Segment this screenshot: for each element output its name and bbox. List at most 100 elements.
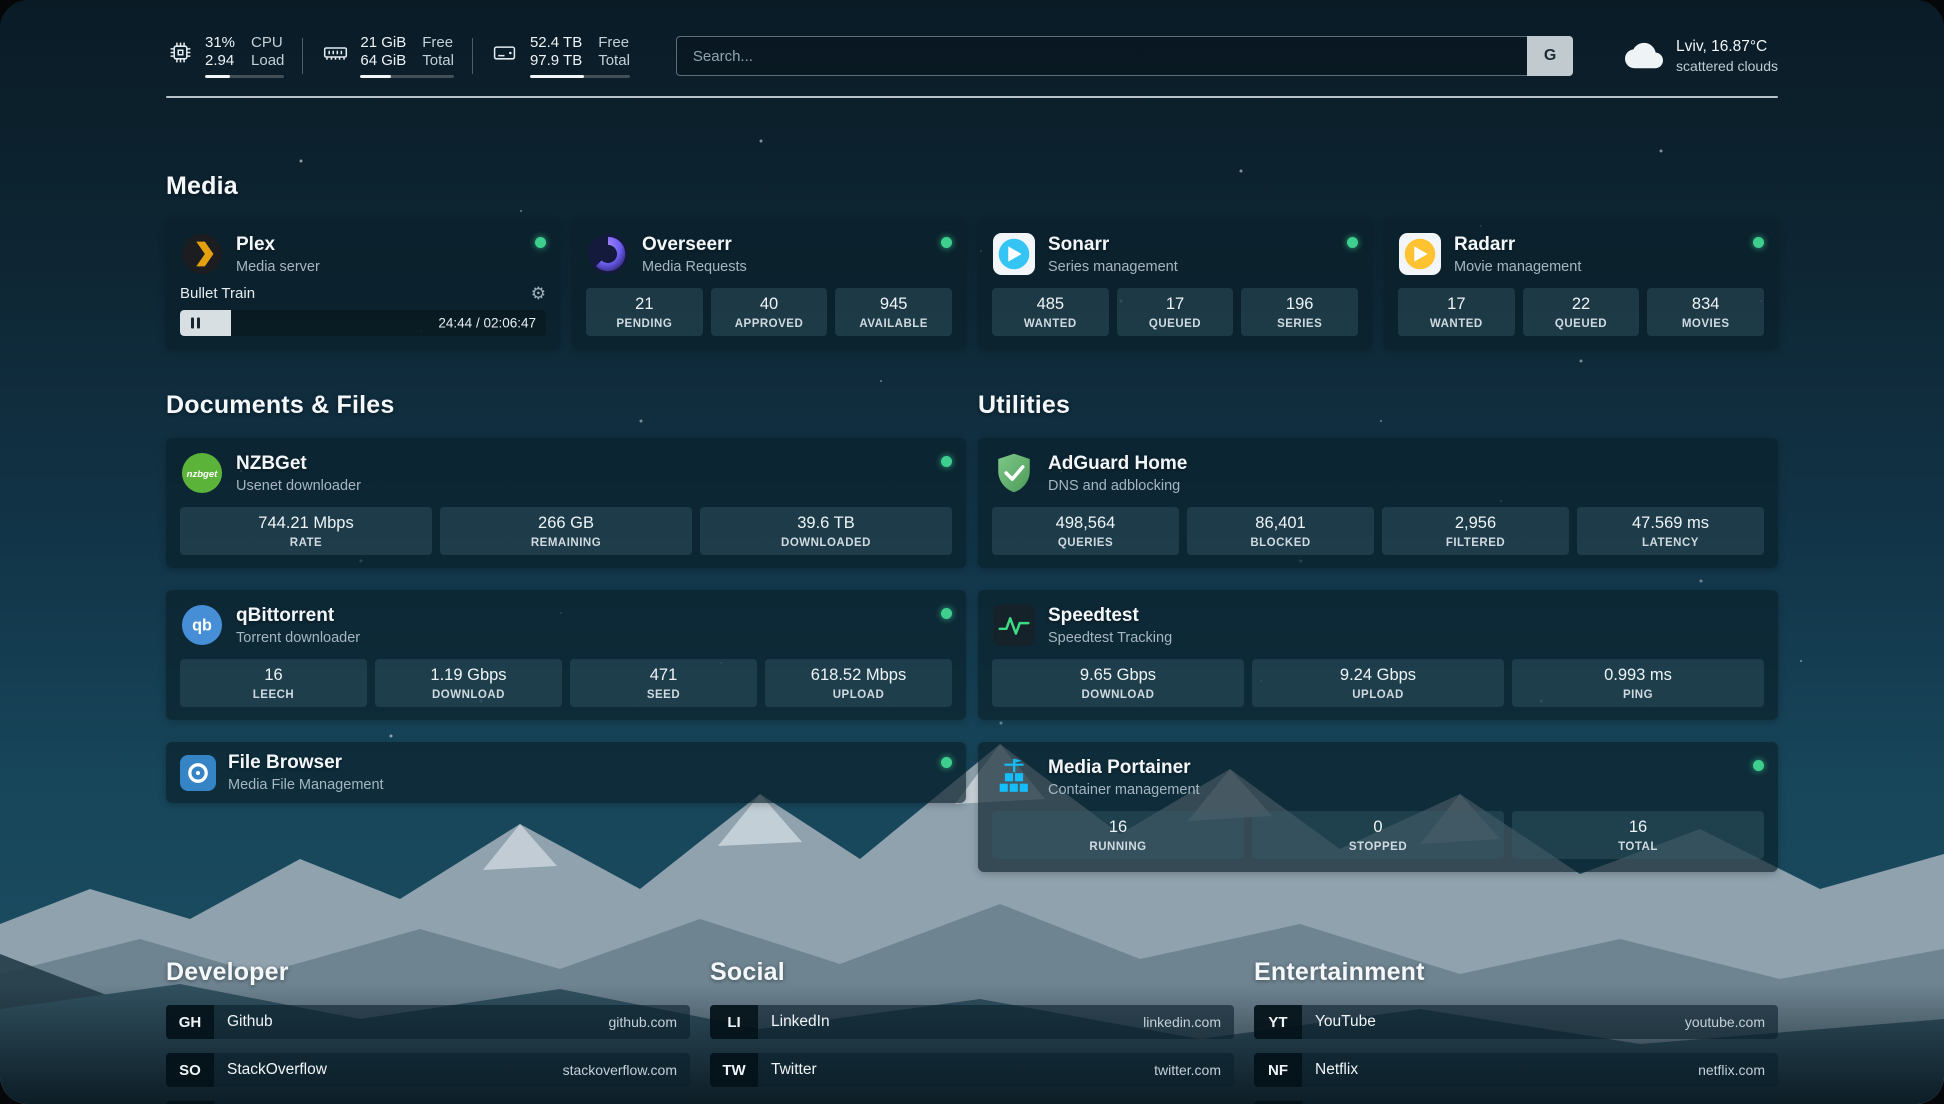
nzbget-icon-text: nzbget	[187, 469, 219, 480]
stat-download: 1.19 Gbps DOWNLOAD	[375, 659, 562, 707]
pause-icon[interactable]	[191, 317, 200, 329]
service-card-portainer[interactable]: Media Portainer Container management 16 …	[978, 742, 1778, 872]
status-dot	[1753, 760, 1764, 771]
stat-wanted: 485 WANTED	[992, 288, 1109, 336]
status-dot	[1347, 237, 1358, 248]
bookmark-reddit[interactable]: RE Reddit reddit.com	[1254, 1101, 1778, 1104]
bookmark-domain: github.com	[608, 1014, 677, 1030]
bookmark-name: Netflix	[1315, 1061, 1359, 1078]
service-card-adguard[interactable]: AdGuard Home DNS and adblocking 498,564 …	[978, 438, 1778, 568]
starfield-background	[0, 0, 2, 2]
service-card-plex[interactable]: Plex Media server Bullet Train ⚙ 24:44 /…	[166, 219, 560, 349]
stat-queued: 22 QUEUED	[1522, 288, 1640, 336]
search-engine-button[interactable]: G	[1527, 36, 1574, 76]
disk-progress-fill	[529, 75, 584, 78]
stat-stopped: 0 STOPPED	[1252, 811, 1504, 859]
cpu-label: CPU	[251, 34, 283, 51]
stat-ping: 0.993 ms PING	[1512, 659, 1764, 707]
qbittorrent-icon-text: qb	[192, 617, 212, 635]
service-name: qBittorrent	[236, 604, 335, 626]
service-name: Media Portainer	[1048, 756, 1191, 778]
disk-total-value: 97.9 TB	[529, 52, 583, 69]
service-card-filebrowser[interactable]: File Browser Media File Management	[166, 742, 966, 803]
bookmark-abbr: SO	[166, 1053, 214, 1087]
service-card-radarr[interactable]: Radarr Movie management 17 WANTED 22 QUE…	[1384, 219, 1778, 349]
bookmark-abbr: RE	[1254, 1101, 1302, 1104]
weather-location: Lviv, 16.87°C	[1676, 38, 1768, 55]
section-title-utilities: Utilities	[978, 391, 1071, 419]
bookmark-youtube[interactable]: YT YouTube youtube.com	[1254, 1005, 1778, 1039]
bookmark-name: Github	[227, 1013, 273, 1030]
disk-free-label: Free	[598, 34, 630, 51]
stat-wanted: 17 WANTED	[1398, 288, 1515, 336]
bookmark-linkedin[interactable]: LI LinkedIn linkedin.com	[710, 1005, 1234, 1039]
stat-queued: 17 QUEUED	[1116, 288, 1234, 336]
divider	[471, 38, 473, 74]
adguard-shield-icon	[992, 451, 1036, 495]
disk-widget: 52.4 TB Free 97.9 TB Total	[491, 34, 630, 78]
settings-gear-icon[interactable]: ⚙	[530, 284, 546, 303]
bookmark-abbr: TW	[710, 1053, 758, 1087]
bookmark-dev[interactable]: DT DEV dev.to	[166, 1101, 690, 1104]
disk-total-label: Total	[598, 52, 630, 69]
qbittorrent-icon: qb	[180, 603, 224, 647]
search-input[interactable]	[675, 36, 1528, 76]
service-card-nzbget[interactable]: nzbget NZBGet Usenet downloader 744.21 M…	[166, 438, 966, 568]
stat-blocked: 86,401 BLOCKED	[1187, 507, 1374, 555]
bookmark-domain: stackoverflow.com	[562, 1062, 677, 1078]
status-dot	[1753, 237, 1764, 248]
service-name: Overseerr	[642, 233, 732, 255]
stat-queries: 498,564 QUERIES	[992, 507, 1179, 555]
status-dot	[535, 237, 546, 248]
memory-free-label: Free	[422, 34, 454, 51]
stat-downloaded: 39.6 TB DOWNLOADED	[700, 507, 952, 555]
service-card-qbittorrent[interactable]: qb qBittorrent Torrent downloader 16 LEE…	[166, 590, 966, 720]
memory-total-value: 64 GiB	[360, 52, 407, 69]
bookmark-twitter[interactable]: TW Twitter twitter.com	[710, 1053, 1234, 1087]
bookmark-domain: twitter.com	[1154, 1062, 1221, 1078]
service-card-speedtest[interactable]: Speedtest Speedtest Tracking 9.65 Gbps D…	[978, 590, 1778, 720]
section-title-developer: Developer	[166, 958, 289, 986]
bookmark-abbr: DT	[166, 1101, 214, 1104]
disk-free-value: 52.4 TB	[529, 34, 583, 51]
bookmark-netflix[interactable]: NF Netflix netflix.com	[1254, 1053, 1778, 1087]
bookmark-stackoverflow[interactable]: SO StackOverflow stackoverflow.com	[166, 1053, 690, 1087]
service-name: Radarr	[1454, 233, 1516, 255]
section-entertainment: Entertainment YT YouTube youtube.com NF …	[1254, 958, 1778, 1104]
service-card-sonarr[interactable]: Sonarr Series management 485 WANTED 17 Q…	[978, 219, 1372, 349]
sonarr-icon	[992, 232, 1036, 276]
stat-upload: 618.52 Mbps UPLOAD	[765, 659, 952, 707]
bookmark-abbr: LI	[710, 1005, 758, 1039]
bookmark-domain: netflix.com	[1698, 1062, 1765, 1078]
memory-progress-fill	[360, 75, 392, 78]
plex-icon	[180, 232, 224, 276]
service-name: Speedtest	[1048, 604, 1139, 626]
filebrowser-icon	[180, 754, 216, 791]
bookmark-github[interactable]: GH Github github.com	[166, 1005, 690, 1039]
service-name: Plex	[236, 233, 276, 255]
cpu-icon	[166, 38, 194, 66]
bookmark-name: LinkedIn	[771, 1013, 830, 1030]
section-title-social: Social	[710, 958, 785, 986]
plex-progress-bar[interactable]: 24:44 / 02:06:47	[180, 310, 546, 336]
bookmark-name: YouTube	[1315, 1013, 1376, 1030]
bookmark-abbr: GH	[166, 1005, 214, 1039]
service-name: AdGuard Home	[1048, 452, 1188, 474]
service-subtitle: DNS and adblocking	[1048, 477, 1181, 494]
ram-icon	[321, 38, 349, 66]
stat-leech: 16 LEECH	[180, 659, 367, 707]
header-divider	[166, 96, 1778, 98]
service-card-overseerr[interactable]: Overseerr Media Requests 21 PENDING 40 A…	[572, 219, 966, 349]
section-title-media: Media	[166, 172, 238, 200]
section-social: Social LI LinkedIn linkedin.com TW Twitt…	[710, 958, 1234, 1104]
service-subtitle: Container management	[1048, 781, 1200, 798]
stat-download: 9.65 Gbps DOWNLOAD	[992, 659, 1244, 707]
cpu-load-value: 2.94	[205, 52, 235, 69]
stat-rate: 744.21 Mbps RATE	[180, 507, 432, 555]
service-subtitle: Torrent downloader	[236, 629, 361, 646]
search-bar: G	[675, 36, 1574, 76]
speedtest-icon	[992, 603, 1036, 647]
cloud-icon	[1625, 39, 1664, 74]
disk-icon	[491, 38, 519, 66]
